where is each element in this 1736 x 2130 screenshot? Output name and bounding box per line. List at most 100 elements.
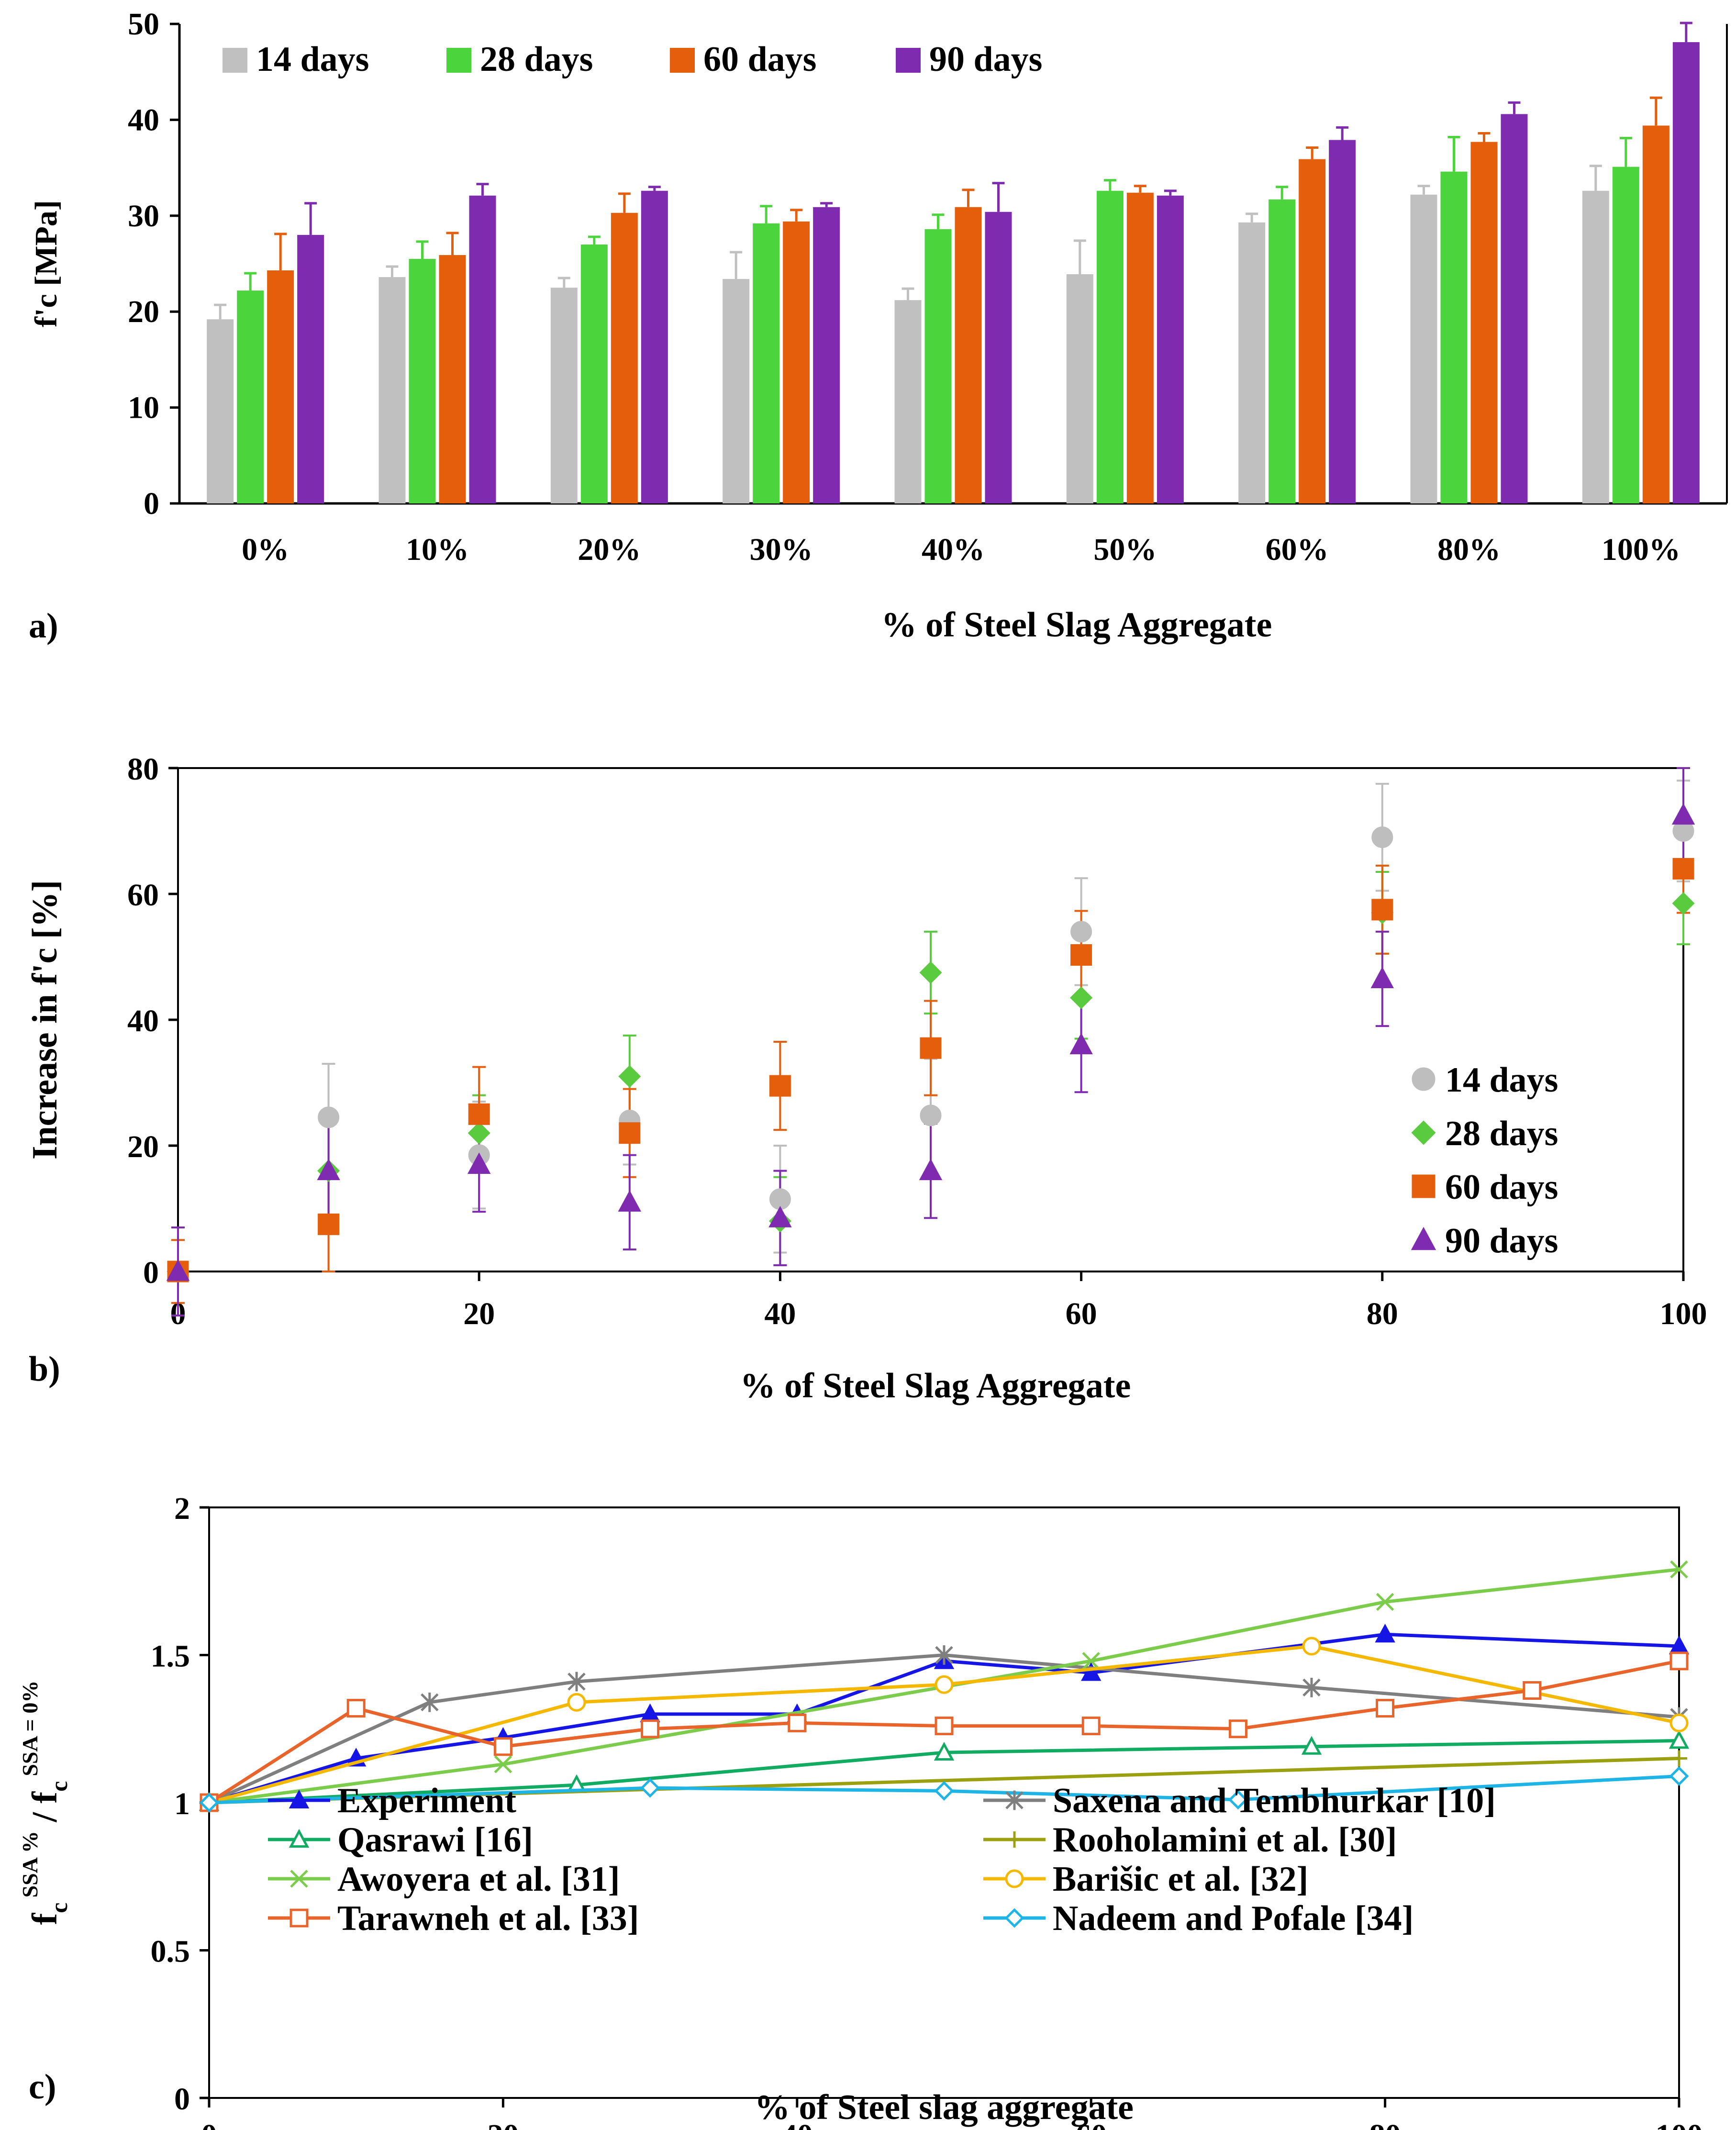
panel-c-point-saxena-and-tembhurkar-10 (935, 1645, 953, 1665)
panel-a-x-tick-label: 40% (922, 532, 985, 567)
panel-c-point-rooholamini-et-al-30 (1671, 1750, 1687, 1767)
panel-c-legend-label: Barišic et al. [32] (1053, 1860, 1308, 1899)
panel-c-y-tick-label: 0 (174, 2082, 190, 2117)
panel-b-point-90-days (317, 1159, 340, 1181)
panel-a-bar-60-days (1470, 142, 1498, 503)
panel-a-legend-swatch-14-days (223, 48, 247, 73)
panel-c-y-tick-label: 2 (174, 1491, 190, 1526)
panel-c-point-tarawneh-et-al-33 (788, 1713, 807, 1732)
panel-c-x-label: % of Steel slag aggregate (755, 2088, 1134, 2127)
panel-c-point-saxena-and-tembhurkar-10 (421, 1692, 439, 1712)
panel-b-legend-label: 28 days (1445, 1114, 1558, 1153)
panel-b-point-60-days (1371, 899, 1393, 921)
panel-a-x-tick-label: 0% (242, 532, 289, 567)
panel-b-point-90-days (1370, 967, 1394, 989)
panel-a-legend-label: 90 days (929, 40, 1042, 79)
panel-c-legend-marker-qasrawi-16 (289, 1829, 310, 1848)
panel-c-legend-label: Awoyera et al. [31] (337, 1860, 620, 1899)
panel-c-legend-marker-experiment (289, 1789, 310, 1808)
panel-c-point-bari-ic-et-al-32 (935, 1675, 954, 1694)
panel-a-bar-60-days (783, 221, 810, 504)
panel-a-bar-90-days (1157, 195, 1184, 503)
panel-b-point-90-days (919, 1159, 943, 1181)
panel-b-point-60-days (619, 1122, 641, 1144)
panel-b-legend-label: 90 days (1445, 1221, 1558, 1260)
panel-a-bar-28-days (1440, 171, 1468, 504)
panel-b-legend-label: 14 days (1445, 1060, 1558, 1100)
panel-c-x-tick-label: 60 (1075, 2118, 1107, 2130)
panel-b-point-28-days (467, 1122, 490, 1145)
panel-c-point-tarawneh-et-al-33 (493, 1737, 512, 1756)
panel-c-legend-marker-tarawneh-et-al-33 (289, 1908, 309, 1928)
panel-b-legend-marker-28-days (1411, 1120, 1436, 1145)
panel-c-point-tarawneh-et-al-33 (1669, 1651, 1689, 1671)
panel-b-y-tick-label: 60 (127, 878, 159, 913)
panel-b-point-28-days (919, 961, 942, 984)
panel-a-y-tick-label: 30 (128, 199, 159, 234)
panel-b-point-90-days (768, 1205, 792, 1227)
panel-a-bar-90-days (469, 195, 496, 503)
panel-a-legend-label: 28 days (480, 40, 593, 79)
panel-c-point-tarawneh-et-al-33 (1376, 1699, 1395, 1718)
panel-c-legend-marker-bari-ic-et-al-32 (1005, 1869, 1024, 1888)
panel-a-bar-60-days (1299, 159, 1326, 504)
panel-a-bar-14-days (550, 288, 578, 503)
panel-b-y-tick-label: 40 (127, 1004, 159, 1038)
panel-a-y-tick-label: 0 (144, 486, 159, 521)
panel-a-bar-28-days (1269, 199, 1296, 503)
panel-a-bar-28-days (924, 229, 952, 504)
panel-c-point-bari-ic-et-al-32 (1302, 1637, 1321, 1656)
panel-a-legend: 14 days 28 days 60 days 90 days (223, 40, 1042, 79)
panel-b-y-tick-label: 80 (127, 752, 159, 787)
panel-a-legend-label: 14 days (256, 40, 369, 79)
panel-a-bar-14-days (207, 319, 234, 503)
panel-c-point-nadeem-and-pofale-34 (934, 1781, 954, 1801)
panel-a-y-label: f'c [MPa] (29, 200, 64, 327)
panel-c-point-awoyera-et-al-31 (1670, 1560, 1688, 1579)
panel-b-legend-marker-90-days (1411, 1227, 1436, 1250)
panel-a-bar-60-days (1126, 192, 1154, 504)
panel-a-bar-90-days (985, 212, 1012, 503)
panel-a-bar-28-days (753, 223, 780, 503)
panel-c-point-tarawneh-et-al-33 (935, 1717, 954, 1736)
panel-a-y-tick-label: 20 (128, 294, 159, 329)
panel-a-x-tick-label: 50% (1093, 532, 1157, 567)
panel-c-point-nadeem-and-pofale-34 (1228, 1790, 1248, 1810)
panel-b-point-14-days (920, 1104, 942, 1126)
panel-b-point-90-days (1069, 1033, 1093, 1055)
panel-a-bar-60-days (955, 207, 982, 503)
panel-c-point-bari-ic-et-al-32 (1669, 1713, 1689, 1732)
panel-a-bar-28-days (409, 258, 436, 503)
panel-b-point-28-days (618, 1065, 641, 1088)
panel-b-legend-marker-14-days (1412, 1067, 1436, 1091)
panel-b-point-90-days (166, 1259, 190, 1281)
panel-b-point-14-days (1070, 921, 1092, 943)
panel-c-y-tick-label: 1 (174, 1786, 190, 1821)
panel-c-x-tick-label: 80 (1369, 2118, 1401, 2130)
panel-b-x-tick-label: 60 (1066, 1296, 1097, 1331)
panel-c-point-tarawneh-et-al-33 (1081, 1717, 1101, 1736)
panel-c-point-tarawneh-et-al-33 (1228, 1719, 1247, 1739)
panel-a-bar-90-days (1672, 42, 1700, 504)
panel-a-x-tick-label: 80% (1437, 532, 1501, 567)
panel-b-legend-label: 60 days (1445, 1168, 1558, 1207)
panel-a-bar-90-days (813, 207, 840, 503)
panel-a-bar-28-days (237, 290, 264, 503)
panel-c-y-tick-label: 1.5 (151, 1639, 190, 1674)
panel-c-point-bari-ic-et-al-32 (567, 1693, 586, 1712)
panel-a-bar-90-days (297, 234, 324, 503)
panel-a-x-tick-label: 100% (1602, 532, 1680, 567)
panel-b-x-label: % of Steel Slag Aggregate (740, 1366, 1131, 1405)
panel-b-x-tick-label: 40 (764, 1296, 796, 1331)
panel-b-point-14-days (1371, 826, 1393, 848)
panel-b-y-tick-label: 20 (127, 1129, 159, 1164)
panel-a-x-tick-label: 30% (750, 532, 813, 567)
panel-a-legend-swatch-28-days (446, 48, 471, 73)
panel-a-bar-28-days (580, 244, 608, 503)
panel-a-bar-90-days (641, 190, 668, 503)
panel-c-label: c) (29, 2067, 56, 2107)
panel-c-point-saxena-and-tembhurkar-10 (1302, 1677, 1321, 1697)
panel-c-legend-marker-nadeem-and-pofale-34 (1004, 1908, 1024, 1928)
